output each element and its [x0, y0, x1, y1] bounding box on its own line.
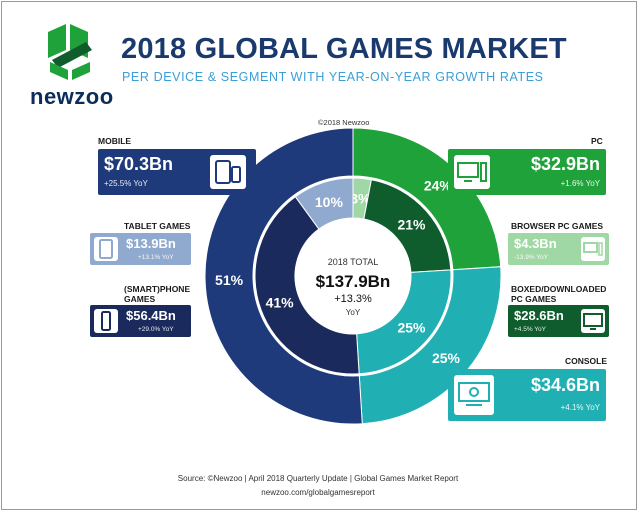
console-gamepad-icon [454, 375, 494, 415]
smartphone-label: (SMART)PHONE GAMES [124, 284, 191, 305]
smartphone-yoy: +29.0% YoY [138, 326, 174, 333]
mobile-card: $70.3Bn +25.5% YoY [98, 149, 256, 195]
source-url: newzoo.com/globalgamesreport [261, 488, 375, 497]
inner-percent-label: 21% [397, 216, 426, 232]
boxed-card: $28.6Bn +4.5% YoY [508, 305, 609, 337]
tablet-label: TABLET GAMES [124, 221, 191, 231]
pc-label: PC [591, 136, 603, 146]
mobile-yoy: +25.5% YoY [104, 179, 148, 188]
pc-value: $32.9Bn [530, 154, 600, 174]
browser-yoy: -13.9% YoY [514, 254, 548, 261]
pc-card: $32.9Bn +1.6% YoY [448, 149, 606, 195]
console-value: $34.6Bn [530, 375, 600, 395]
mobile-device-icon [210, 155, 246, 189]
pc-computer-icon [454, 155, 490, 189]
newzoo-logo-icon [48, 24, 92, 80]
boxed-label-line1: BOXED/DOWNLOADED [511, 284, 607, 294]
smartphone-card: $56.4Bn +29.0% YoY [90, 305, 191, 337]
center-growth: +13.3% [334, 293, 372, 305]
boxed-label-line2: PC GAMES [511, 293, 557, 304]
browser-card: $4.3Bn -13.9% YoY [508, 233, 609, 265]
center-growth-label: YoY [346, 308, 361, 317]
mobile-label: MOBILE [98, 136, 132, 146]
center-label: 2018 TOTAL [328, 257, 379, 267]
console-yoy: +4.1% YoY [560, 403, 600, 412]
source-footer: Source: ©Newzoo | April 2018 Quarterly U… [177, 474, 459, 483]
browser-label: BROWSER PC GAMES [511, 221, 604, 231]
outer-percent-label: 51% [215, 272, 244, 288]
inner-percent-label: 10% [315, 194, 344, 210]
tablet-yoy: +13.1% YoY [138, 254, 174, 261]
smartphone-value: $56.4Bn [126, 308, 176, 323]
outer-percent-label: 24% [424, 178, 453, 194]
tablet-icon [94, 237, 118, 261]
browser-value: $4.3Bn [514, 236, 557, 251]
outer-slice-mobile [204, 127, 363, 425]
console-label: CONSOLE [565, 356, 608, 366]
inner-percent-label: 25% [397, 320, 426, 336]
outer-percent-label: 25% [432, 350, 461, 366]
brand-name: newzoo [30, 84, 114, 109]
smartphone-icon [94, 309, 118, 333]
boxed-yoy: +4.5% YoY [514, 326, 546, 333]
mobile-value: $70.3Bn [104, 154, 174, 174]
browser-icon [581, 237, 605, 261]
page-subtitle: PER DEVICE & SEGMENT WITH YEAR-ON-YEAR G… [122, 70, 544, 84]
inner-percent-label: 3% [350, 190, 371, 206]
boxed-label: BOXED/DOWNLOADED PC GAMES [511, 284, 607, 305]
center-total: $137.9Bn [316, 272, 391, 291]
smartphone-label-line2: GAMES [124, 293, 156, 304]
console-card: $34.6Bn +4.1% YoY [448, 369, 606, 421]
tablet-value: $13.9Bn [126, 236, 176, 251]
tablet-card: $13.9Bn +13.1% YoY [90, 233, 191, 265]
inner-percent-label: 41% [266, 294, 295, 310]
center-circle [295, 218, 411, 334]
page-title: 2018 GLOBAL GAMES MARKET [121, 33, 567, 65]
pc-yoy: +1.6% YoY [560, 179, 600, 188]
smartphone-label-line1: (SMART)PHONE [124, 284, 191, 294]
copyright: ©2018 Newzoo [318, 118, 370, 127]
boxed-icon [581, 309, 605, 333]
boxed-value: $28.6Bn [514, 308, 564, 323]
